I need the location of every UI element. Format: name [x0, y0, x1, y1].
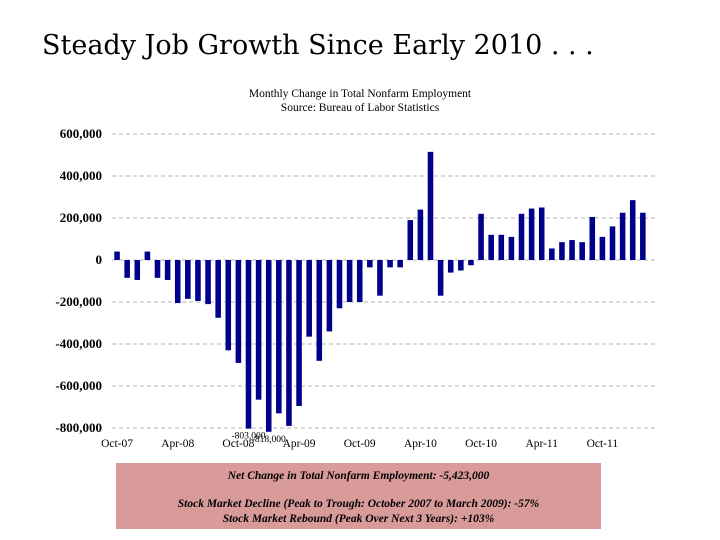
bar-jun-10	[437, 260, 444, 296]
bar-nov-08	[245, 260, 252, 429]
summary-market-decline: Stock Market Decline (Peak to Trough: Oc…	[177, 498, 540, 510]
bar-jul-08	[205, 260, 211, 305]
bar-aug-09	[336, 260, 343, 309]
bar-jan-08	[144, 251, 151, 260]
summary-market-rebound: Stock Market Rebound (Peak Over Next 3 Y…	[222, 513, 495, 525]
bar-aug-10	[458, 260, 464, 271]
annotation-label: -803,000	[231, 432, 265, 442]
bar-jul-09	[326, 260, 333, 332]
bar-mar-10	[407, 220, 414, 260]
chart-subtitle: Source: Bureau of Labor Statistics	[280, 102, 440, 114]
x-tick-label: Apr-10	[404, 438, 437, 450]
y-tick-label: -600,000	[55, 378, 102, 393]
bar-mar-09	[286, 260, 292, 426]
bar-feb-12	[640, 212, 646, 260]
bar-jun-11	[559, 242, 565, 260]
bar-apr-08	[174, 260, 181, 304]
y-tick-label: 600,000	[60, 126, 102, 141]
x-tick-label: Oct-08	[222, 438, 254, 450]
y-tick-label: 0	[96, 252, 103, 267]
bar-sep-08	[225, 260, 232, 351]
summary-net-change: Net Change in Total Nonfarm Employment: …	[227, 470, 490, 482]
y-tick-label: -200,000	[55, 294, 102, 309]
bar-oct-07	[114, 251, 120, 260]
bar-sep-09	[346, 260, 353, 302]
slide-title: Steady Job Growth Since Early 2010 . . .	[42, 30, 594, 61]
bars	[114, 151, 646, 432]
y-tick-label: 400,000	[60, 168, 102, 183]
bar-jul-11	[569, 240, 575, 260]
bar-oct-09	[356, 260, 363, 302]
bar-oct-10	[478, 213, 484, 260]
bar-dec-07	[134, 260, 141, 280]
bar-jan-11	[508, 236, 515, 260]
bar-oct-08	[235, 260, 242, 363]
bar-dec-11	[619, 212, 626, 260]
bar-may-11	[549, 248, 555, 260]
y-tick-label: 200,000	[60, 210, 102, 225]
bar-nov-09	[367, 260, 373, 268]
bar-dec-08	[255, 260, 262, 400]
bar-may-08	[185, 260, 191, 299]
bar-oct-11	[599, 236, 606, 260]
gridlines	[112, 133, 658, 429]
x-axis-ticks: Oct-07 Apr-08 Oct-08 Apr-09 Oct-09 Apr-10 Oct-…	[101, 438, 618, 450]
bar-aug-08	[215, 260, 221, 318]
x-tick-label: Oct-07	[101, 438, 133, 450]
chart-title: Monthly Change in Total Nonfarm Employme…	[248, 88, 472, 100]
bar-aug-11	[579, 242, 585, 260]
bar-apr-11	[538, 207, 545, 260]
x-tick-label: Apr-08	[161, 438, 194, 450]
bar-feb-11	[518, 213, 525, 260]
bar-may-10	[427, 151, 434, 260]
bar-jan-12	[629, 200, 636, 260]
bar-mar-08	[164, 260, 171, 280]
summary-box: Net Change in Total Nonfarm Employment: …	[116, 463, 601, 529]
y-tick-label: -800,000	[55, 420, 102, 435]
bar-sep-10	[468, 260, 474, 266]
bar-nov-11	[609, 226, 616, 260]
x-tick-label: Apr-09	[283, 438, 316, 450]
annotation-label: -818,000	[252, 435, 286, 445]
bar-jun-09	[316, 260, 323, 361]
bar-may-09	[306, 260, 312, 337]
bar-feb-10	[397, 260, 403, 268]
bar-jul-10	[447, 260, 454, 273]
bar-feb-08	[154, 260, 161, 278]
bar-nov-10	[488, 234, 494, 260]
annotations: -803,000-818,000	[231, 432, 286, 445]
y-tick-label: -400,000	[55, 336, 102, 351]
y-axis-ticks: 600,000 400,000 200,000 0 -200,000 -400,000 -6…	[55, 126, 102, 435]
x-tick-label: Apr-11	[525, 438, 558, 450]
bar-apr-09	[296, 260, 302, 406]
bar-mar-11	[528, 208, 535, 260]
bar-jan-09	[265, 260, 272, 432]
bar-dec-10	[498, 234, 505, 260]
x-tick-label: Oct-11	[587, 438, 619, 450]
bar-dec-09	[377, 260, 383, 296]
bar-sep-11	[589, 216, 596, 260]
x-tick-label: Oct-09	[344, 438, 376, 450]
bar-apr-10	[417, 209, 424, 260]
bar-nov-07	[124, 260, 130, 278]
bar-jun-08	[195, 260, 201, 301]
bar-jan-10	[387, 260, 393, 268]
bar-feb-09	[276, 260, 282, 414]
x-tick-label: Oct-10	[465, 438, 497, 450]
